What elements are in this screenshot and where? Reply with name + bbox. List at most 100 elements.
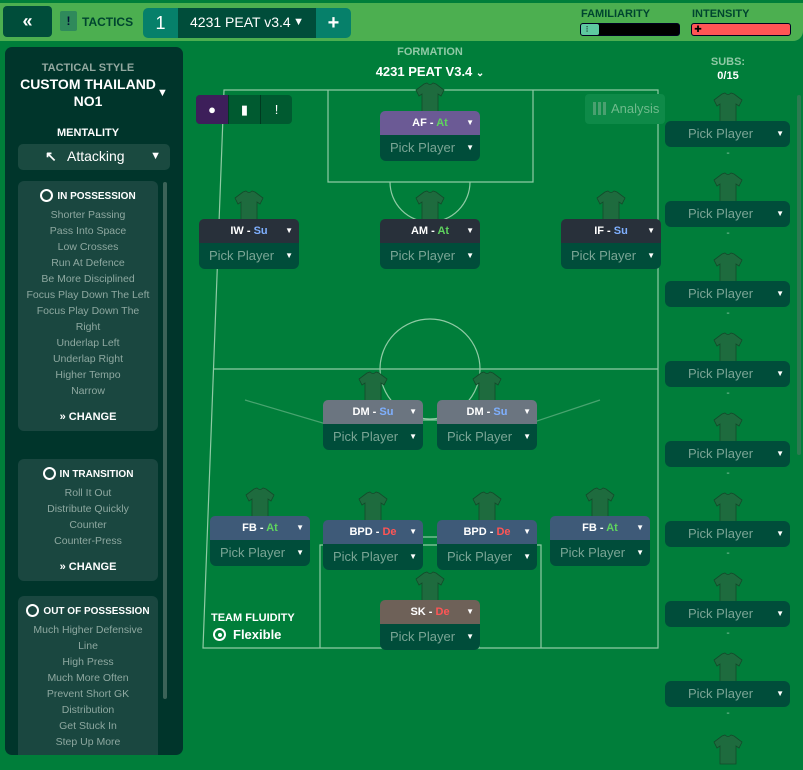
instruction-item: Pass Into Space: [49, 225, 127, 237]
back-button[interactable]: «: [3, 6, 52, 37]
dropdown-arrow-icon: ▼: [409, 527, 417, 536]
sub-pick-player-dropdown[interactable]: Pick Player ▼: [665, 201, 790, 227]
scrollbar[interactable]: [163, 182, 167, 699]
dropdown-arrow-icon: ▼: [285, 226, 293, 235]
pick-player-dropdown[interactable]: Pick Player ▼: [437, 544, 537, 570]
section-title: OUT OF POSSESSION: [18, 604, 158, 618]
change-label: CHANGE: [68, 561, 117, 573]
shirt-icon: [471, 490, 503, 522]
transition-icon: [42, 467, 56, 480]
player-view-button[interactable]: ●: [196, 95, 228, 124]
pick-player-dropdown[interactable]: Pick Player ▼: [550, 540, 650, 566]
sub-pick-player-dropdown[interactable]: Pick Player ▼: [665, 281, 790, 307]
add-tactic-button[interactable]: +: [327, 12, 340, 34]
shirt-icon: [712, 651, 744, 683]
pick-player-dropdown[interactable]: Pick Player ▼: [380, 624, 480, 650]
shirt-icon: [357, 370, 389, 402]
duty: De: [435, 606, 450, 618]
team-fluidity-value: Flexible: [213, 627, 281, 642]
instruction-item: Focus Play Down The Left: [26, 289, 150, 301]
chevron-down-icon[interactable]: ▼: [157, 87, 168, 99]
role-name: FB: [242, 522, 257, 534]
target-icon: [213, 628, 226, 641]
instruction-item: Roll It Out: [64, 487, 112, 499]
pick-player-dropdown[interactable]: Pick Player ▼: [561, 243, 661, 269]
tactics-view-button[interactable]: !: [260, 95, 292, 124]
defence-ball-icon: [26, 604, 40, 617]
player-name: Pick Player: [688, 206, 754, 221]
dropdown-arrow-icon: ▼: [296, 523, 304, 532]
tactic-selector: 1 4231 PEAT v3.4 ▼ +: [143, 8, 351, 38]
player-name: Pick Player: [688, 606, 754, 621]
mentality-dropdown[interactable]: ↖ Attacking ▼: [18, 144, 170, 170]
role-dropdown[interactable]: DM - Su ▼: [323, 400, 423, 424]
dropdown-arrow-icon: ▼: [466, 251, 474, 260]
sub-pick-player-dropdown[interactable]: Pick Player ▼: [665, 361, 790, 387]
section-title: IN POSSESSION: [18, 189, 158, 203]
sub-detail: -: [726, 228, 730, 239]
role-dropdown[interactable]: IF - Su ▼: [561, 219, 661, 243]
familiarity-bar[interactable]: ⁝: [580, 23, 680, 36]
pick-player-dropdown[interactable]: Pick Player ▼: [323, 424, 423, 450]
position-card: AM - At ▼ Pick Player ▼: [380, 219, 480, 269]
role-name: BPD: [349, 526, 373, 538]
change-label: CHANGE: [68, 411, 117, 423]
role-dropdown[interactable]: AM - At ▼: [380, 219, 480, 243]
role-dropdown[interactable]: IW - Su ▼: [199, 219, 299, 243]
role-dropdown[interactable]: FB - At ▼: [550, 516, 650, 540]
pick-player-dropdown[interactable]: Pick Player ▼: [323, 544, 423, 570]
sub-detail: -: [726, 148, 730, 159]
sub-pick-player-dropdown[interactable]: Pick Player ▼: [665, 441, 790, 467]
sub-pick-player-dropdown[interactable]: Pick Player ▼: [665, 681, 790, 707]
pick-player-dropdown[interactable]: Pick Player ▼: [437, 424, 537, 450]
player-name: Pick Player: [447, 429, 513, 444]
role-dropdown[interactable]: DM - Su ▼: [437, 400, 537, 424]
dropdown-arrow-icon: ▼: [776, 689, 784, 698]
sub-pick-player-dropdown[interactable]: Pick Player ▼: [665, 121, 790, 147]
tactic-slot-button[interactable]: 1: [155, 13, 166, 33]
dropdown-arrow-icon: ▼: [409, 552, 417, 561]
analysis-button[interactable]: Analysis: [585, 94, 665, 124]
subs-count: 0/15: [717, 70, 739, 82]
instruction-item: Get Stuck In: [59, 720, 117, 732]
shirt-icon: [595, 189, 627, 221]
role-dropdown[interactable]: BPD - De ▼: [437, 520, 537, 544]
person-icon: ●: [208, 102, 216, 117]
role-dropdown[interactable]: SK - De ▼: [380, 600, 480, 624]
team-fluidity-label: TEAM FLUIDITY: [211, 612, 295, 624]
role-dropdown[interactable]: AF - At ▼: [380, 111, 480, 135]
change-button[interactable]: » CHANGE: [18, 561, 158, 581]
sub-pick-player-dropdown[interactable]: Pick Player ▼: [665, 601, 790, 627]
duty: At: [437, 225, 450, 237]
pick-player-dropdown[interactable]: Pick Player ▼: [210, 540, 310, 566]
shirt-icon: [712, 171, 744, 203]
shirt-icon: [584, 486, 616, 518]
role-dropdown[interactable]: FB - At ▼: [210, 516, 310, 540]
pick-player-dropdown[interactable]: Pick Player ▼: [380, 135, 480, 161]
pick-player-dropdown[interactable]: Pick Player ▼: [199, 243, 299, 269]
stats-view-button[interactable]: ▮: [228, 95, 260, 124]
tactical-style-value[interactable]: CUSTOM THAILAND NO1: [20, 76, 156, 109]
tactic-dropdown[interactable]: 4231 PEAT v3.4 ▼: [178, 8, 316, 38]
sub-pick-player-dropdown[interactable]: Pick Player ▼: [665, 521, 790, 547]
formation-dropdown[interactable]: 4231 PEAT V3.4 ⌄: [330, 64, 530, 79]
sub-detail: -: [726, 628, 730, 639]
intensity-bar[interactable]: ✚: [691, 23, 791, 36]
player-name: Pick Player: [390, 248, 456, 263]
instruction-item: Higher Tempo: [55, 369, 121, 381]
role-dropdown[interactable]: BPD - De ▼: [323, 520, 423, 544]
subs-scrollbar[interactable]: [797, 95, 801, 455]
instruction-item: Be More Disciplined: [41, 273, 135, 285]
player-name: Pick Player: [688, 446, 754, 461]
instruction-item: Distribute Quickly: [47, 503, 129, 515]
change-button[interactable]: » CHANGE: [18, 411, 158, 431]
player-name: Pick Player: [209, 248, 275, 263]
position-card: FB - At ▼ Pick Player ▼: [550, 516, 650, 566]
section-title-text: IN TRANSITION: [59, 469, 134, 480]
role-name: AF: [412, 117, 427, 129]
duty: Su: [613, 225, 628, 237]
dropdown-arrow-icon: ▼: [636, 548, 644, 557]
shirt-icon: [357, 490, 389, 522]
pick-player-dropdown[interactable]: Pick Player ▼: [380, 243, 480, 269]
player-name: Pick Player: [688, 366, 754, 381]
